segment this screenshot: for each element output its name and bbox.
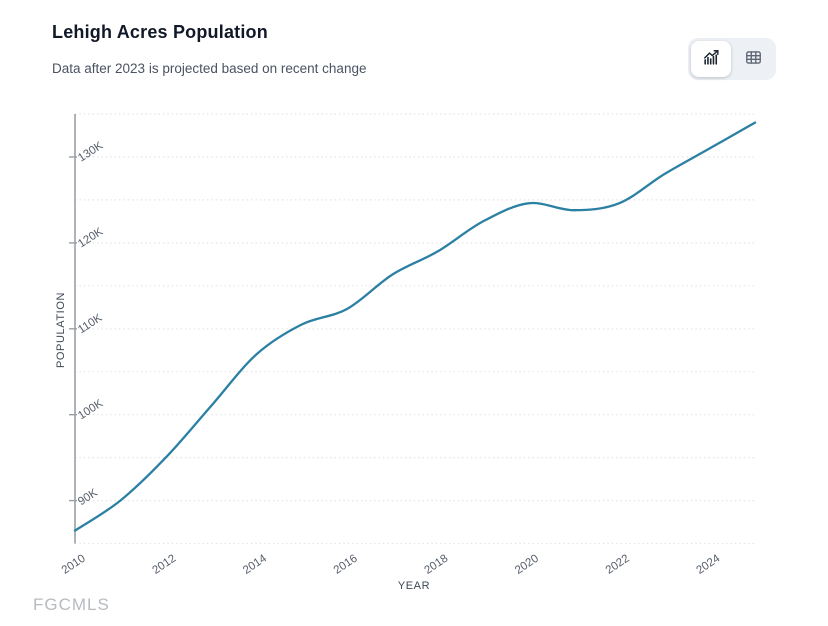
svg-text:90K: 90K: [76, 487, 100, 508]
view-toggle-group: [688, 38, 776, 80]
svg-text:100K: 100K: [76, 397, 105, 422]
table-icon: [744, 48, 763, 70]
table-view-button[interactable]: [733, 41, 773, 77]
watermark: FGCMLS: [33, 595, 110, 614]
chart-view-button[interactable]: [691, 41, 731, 77]
svg-text:2014: 2014: [241, 552, 269, 577]
svg-text:120K: 120K: [76, 226, 105, 251]
svg-text:2016: 2016: [332, 553, 360, 577]
svg-text:2020: 2020: [513, 553, 541, 577]
svg-text:2010: 2010: [60, 553, 88, 577]
svg-text:YEAR: YEAR: [398, 580, 430, 592]
svg-text:130K: 130K: [76, 140, 105, 165]
chart-subtitle: Data after 2023 is projected based on re…: [52, 61, 367, 76]
page-title: Lehigh Acres Population: [52, 22, 268, 42]
chart-header: Lehigh Acres Population Data after 2023 …: [52, 22, 366, 76]
svg-text:2024: 2024: [694, 552, 722, 577]
svg-text:2012: 2012: [150, 553, 178, 577]
svg-text:2018: 2018: [422, 553, 450, 577]
svg-text:110K: 110K: [76, 312, 105, 336]
bar-chart-icon: [702, 48, 721, 70]
svg-text:2022: 2022: [604, 553, 632, 577]
svg-text:POPULATION: POPULATION: [55, 292, 67, 368]
